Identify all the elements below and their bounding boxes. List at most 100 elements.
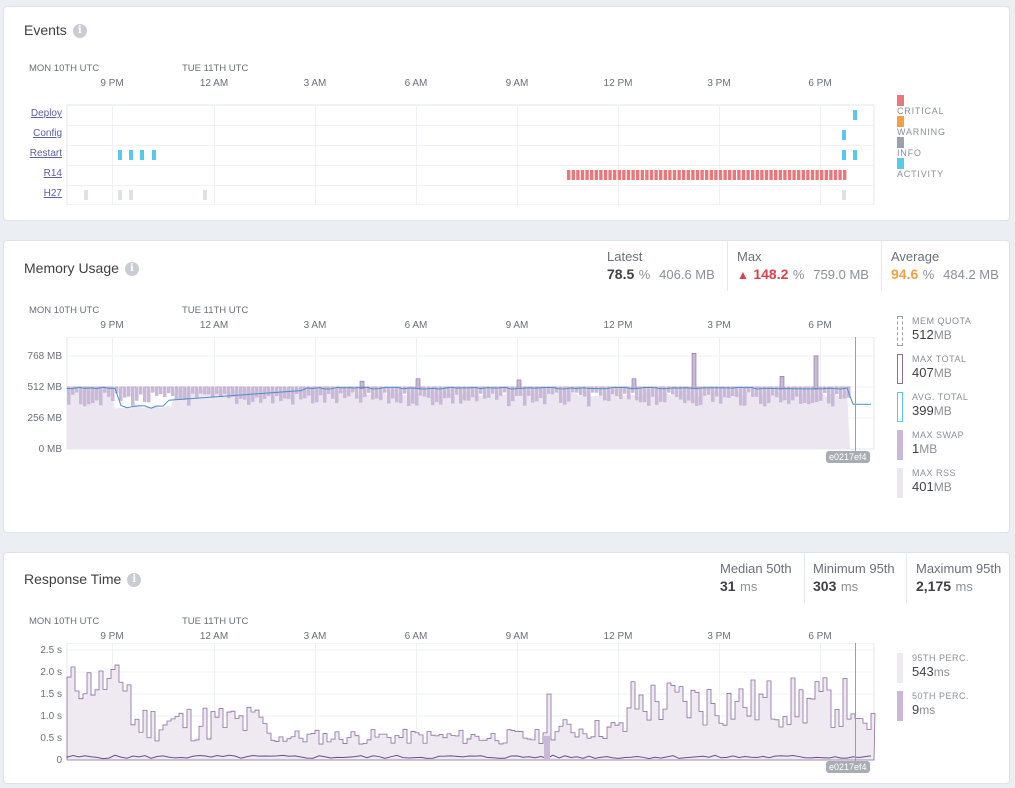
response-spike xyxy=(544,735,550,760)
legend-info[interactable]: INFO xyxy=(897,137,922,158)
swap-bar xyxy=(287,386,291,399)
hour-label: 3 PM xyxy=(707,78,730,89)
swap-bar xyxy=(783,386,787,401)
legend-unit: MB xyxy=(933,480,952,494)
event-tick xyxy=(842,130,846,140)
event-tick xyxy=(613,170,617,180)
swap-bar xyxy=(763,386,767,407)
event-tick xyxy=(783,170,787,180)
swap-bar xyxy=(191,386,195,394)
hour-label: 6 PM xyxy=(808,78,831,89)
swap-bar xyxy=(567,386,571,402)
legend-warning[interactable]: WARNING xyxy=(897,116,946,137)
release-tag[interactable]: e0217ef4 xyxy=(826,451,870,463)
info-icon[interactable]: i xyxy=(72,24,87,39)
event-row-h27[interactable]: H27 xyxy=(43,188,62,199)
event-tick xyxy=(853,150,857,160)
swap-bar xyxy=(275,386,279,397)
hour-label: 9 AM xyxy=(506,320,529,331)
swap-bar xyxy=(499,386,503,396)
event-tick xyxy=(590,170,594,180)
date-label: TUE 11TH UTC xyxy=(182,63,248,74)
event-tick xyxy=(140,150,144,160)
event-tick xyxy=(824,170,828,180)
event-tick xyxy=(737,170,741,180)
swap-bar xyxy=(655,386,659,405)
swap-bar xyxy=(391,386,395,399)
event-tick xyxy=(631,170,635,180)
legend-critical[interactable]: CRITICAL xyxy=(897,95,944,116)
date-label: TUE 11TH UTC xyxy=(182,305,248,316)
swap-bar xyxy=(455,386,459,395)
y-tick-label: 512 MB xyxy=(28,382,63,393)
event-tick xyxy=(118,190,122,200)
event-tick xyxy=(585,170,589,180)
event-tick xyxy=(741,170,746,180)
legend-unit: MB xyxy=(933,366,952,380)
swap-bar xyxy=(283,386,287,399)
legend-value: 401 xyxy=(912,479,934,494)
event-tick xyxy=(843,170,847,180)
event-tick xyxy=(764,170,769,180)
swap-bar xyxy=(451,386,455,404)
event-tick xyxy=(842,190,846,200)
swap-bar xyxy=(215,386,219,395)
response-median-stat: Median 50th 31 ms xyxy=(720,561,792,594)
swap-bar xyxy=(99,386,103,406)
event-row-deploy[interactable]: Deploy xyxy=(30,108,62,119)
swap-bar xyxy=(147,386,151,403)
response-time-chart: 2.5 s 2.0 s 1.5 s 1.0 s 0.5 s 0 xyxy=(40,643,876,766)
event-tick xyxy=(801,170,805,180)
release-tag[interactable]: e0217ef4 xyxy=(826,761,870,773)
event-tick xyxy=(599,170,603,180)
swap-bar xyxy=(711,386,715,402)
swap-bar xyxy=(731,386,735,396)
event-tick xyxy=(838,170,842,180)
event-tick xyxy=(751,170,755,180)
swap-bar xyxy=(811,386,815,403)
swap-bar xyxy=(723,386,727,398)
events-plot-area xyxy=(66,104,875,205)
swap-bar xyxy=(367,386,371,393)
swap-bar xyxy=(479,386,483,394)
memory-spike xyxy=(813,355,819,389)
event-row-restart[interactable]: Restart xyxy=(29,148,62,159)
swap-bar xyxy=(207,386,211,395)
swap-bar xyxy=(327,386,331,394)
swap-bar xyxy=(259,386,263,403)
legend-activity[interactable]: ACTIVITY xyxy=(897,158,944,179)
swap-bar xyxy=(703,386,707,396)
swap-bar xyxy=(839,386,843,400)
swap-bar xyxy=(427,386,431,398)
event-row-config[interactable]: Config xyxy=(33,128,62,139)
y-tick-label: 2.0 s xyxy=(40,667,62,678)
hour-label: 9 PM xyxy=(100,320,123,331)
swap-bar xyxy=(127,386,131,397)
event-tick xyxy=(571,170,575,180)
swap-bar xyxy=(823,386,827,394)
swap-bar xyxy=(119,386,123,402)
y-tick-label: 1.5 s xyxy=(40,689,62,700)
swap-bar xyxy=(599,386,603,396)
hour-label: 6 PM xyxy=(808,320,831,331)
swap-bar xyxy=(571,386,575,393)
swap-bar xyxy=(843,386,847,399)
swap-bar xyxy=(87,386,91,405)
event-row-r14[interactable]: R14 xyxy=(43,168,62,179)
swap-bar xyxy=(83,386,87,407)
swap-bar xyxy=(563,386,567,405)
swap-bar xyxy=(115,386,119,394)
event-tick xyxy=(746,170,750,180)
swap-bar xyxy=(551,386,555,395)
legend-swatch xyxy=(897,95,904,107)
swap-bar xyxy=(647,386,651,406)
event-tick xyxy=(626,170,631,180)
info-icon[interactable]: i xyxy=(124,262,139,277)
swap-bar xyxy=(263,386,267,399)
info-icon[interactable]: i xyxy=(127,573,142,588)
swap-bar xyxy=(243,386,247,400)
response-min95-stat: Minimum 95th 303 ms xyxy=(813,561,895,594)
swap-bar xyxy=(103,386,107,393)
legend-swatch xyxy=(897,158,904,170)
events-panel: Events i MON 10TH UTC TUE 11TH UTC 9 PM 12 A… xyxy=(3,6,1010,221)
